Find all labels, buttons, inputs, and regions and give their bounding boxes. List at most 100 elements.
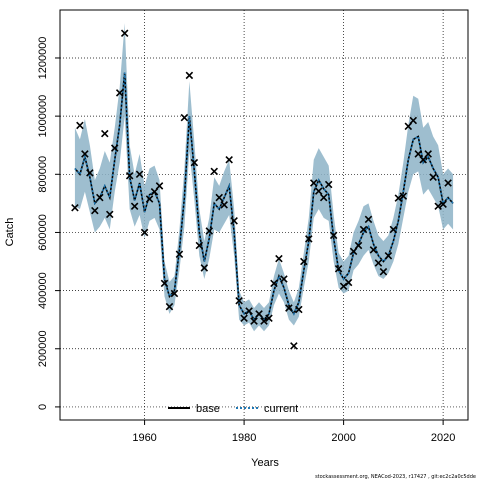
observation-point <box>155 182 164 190</box>
observation-point <box>354 241 363 250</box>
x-tick-label: 1960 <box>132 432 156 444</box>
observation-point <box>414 150 423 158</box>
observation-point <box>324 180 333 189</box>
observation-point <box>419 155 427 164</box>
observation-point <box>349 247 358 256</box>
observation-point <box>339 282 348 291</box>
observation-point <box>250 317 258 325</box>
observation-point <box>150 187 159 196</box>
observation-point <box>195 241 204 250</box>
observation-point <box>245 307 253 315</box>
observation-point <box>404 122 413 131</box>
observation-point <box>295 305 303 314</box>
observation-point <box>110 144 119 152</box>
observation-point <box>329 231 338 240</box>
observation-point <box>255 310 263 318</box>
observation-point <box>389 225 398 234</box>
observation-point <box>210 167 219 176</box>
observation-point <box>165 302 174 311</box>
observation-point <box>190 158 199 167</box>
observation-point <box>220 201 228 209</box>
observation-point <box>101 129 109 138</box>
observation-point <box>429 173 437 181</box>
observation-point <box>384 251 393 260</box>
observation-point <box>200 264 209 272</box>
observation-point <box>344 278 353 287</box>
observation-point <box>125 171 134 180</box>
footnote: stockassessment.org, NEACod-2023, r17427… <box>315 474 476 480</box>
observation-point <box>225 155 233 164</box>
legend: base current <box>168 403 298 415</box>
y-tick-label: 400000 <box>37 272 49 309</box>
observation-point <box>235 297 243 305</box>
observation-point <box>270 279 278 288</box>
y-tick-label: 800000 <box>37 156 49 193</box>
x-axis-label: Years <box>251 457 279 469</box>
observation-point <box>305 235 313 243</box>
x-tick-label: 2000 <box>331 432 355 444</box>
observation-point <box>300 257 308 266</box>
y-tick-label: 1200000 <box>37 37 49 80</box>
observation-point <box>71 203 79 212</box>
x-tick-label: 1980 <box>232 432 256 444</box>
observation-point <box>314 187 323 195</box>
observation-point <box>359 225 368 234</box>
observation-point <box>369 246 378 254</box>
series-line-current <box>74 72 454 322</box>
observation-point <box>409 116 418 125</box>
observation-point <box>319 193 328 202</box>
observation-point <box>394 194 403 202</box>
observation-point <box>265 314 273 322</box>
observation-point <box>444 179 452 187</box>
plot-frame <box>59 9 469 421</box>
uncertainty-band <box>74 23 454 332</box>
observation-point <box>76 121 84 130</box>
observation-point <box>424 150 432 158</box>
y-tick-label: 600000 <box>37 214 49 251</box>
observation-point <box>96 193 104 202</box>
observation-point <box>280 275 288 283</box>
confidence-band <box>74 23 454 332</box>
y-tick-label: 200000 <box>37 330 49 367</box>
observation-point <box>180 113 189 122</box>
observation-point <box>230 217 238 225</box>
observation-point <box>185 71 194 80</box>
observation-point <box>135 170 144 179</box>
observation-point <box>205 227 214 235</box>
observation-point <box>160 279 169 288</box>
observation-point <box>399 192 408 200</box>
y-axis: 0 200000 400000 600000 800000 1000000 1200000 <box>37 37 60 410</box>
observation-point <box>290 342 298 350</box>
observation-point <box>120 29 129 38</box>
observation-point <box>130 202 139 211</box>
observation-markers <box>71 29 452 350</box>
observation-point <box>364 215 373 224</box>
legend-label-current: current <box>264 403 298 415</box>
observation-point <box>285 304 293 312</box>
observation-point <box>115 89 124 97</box>
observation-point <box>434 202 442 211</box>
observation-point <box>140 228 149 237</box>
observation-point <box>240 314 248 322</box>
observation-point <box>379 267 388 276</box>
observation-point <box>145 195 154 203</box>
observation-point <box>309 179 318 187</box>
observation-point <box>260 317 268 325</box>
x-tick-label: 2020 <box>431 432 455 444</box>
observation-point <box>334 265 343 273</box>
observation-point <box>81 150 89 158</box>
x-axis: 1960 1980 2000 2020 <box>132 420 455 444</box>
observation-point <box>170 289 179 298</box>
observation-point <box>91 206 99 215</box>
observation-point <box>215 193 223 202</box>
observation-point <box>374 259 383 267</box>
y-tick-label: 0 <box>37 404 49 410</box>
y-tick-label: 1000000 <box>37 95 49 138</box>
legend-label-base: base <box>196 403 220 415</box>
observation-point <box>175 250 184 259</box>
observation-point <box>439 200 447 209</box>
observation-point <box>275 254 283 263</box>
observation-point <box>105 210 114 219</box>
current-series <box>74 72 454 322</box>
